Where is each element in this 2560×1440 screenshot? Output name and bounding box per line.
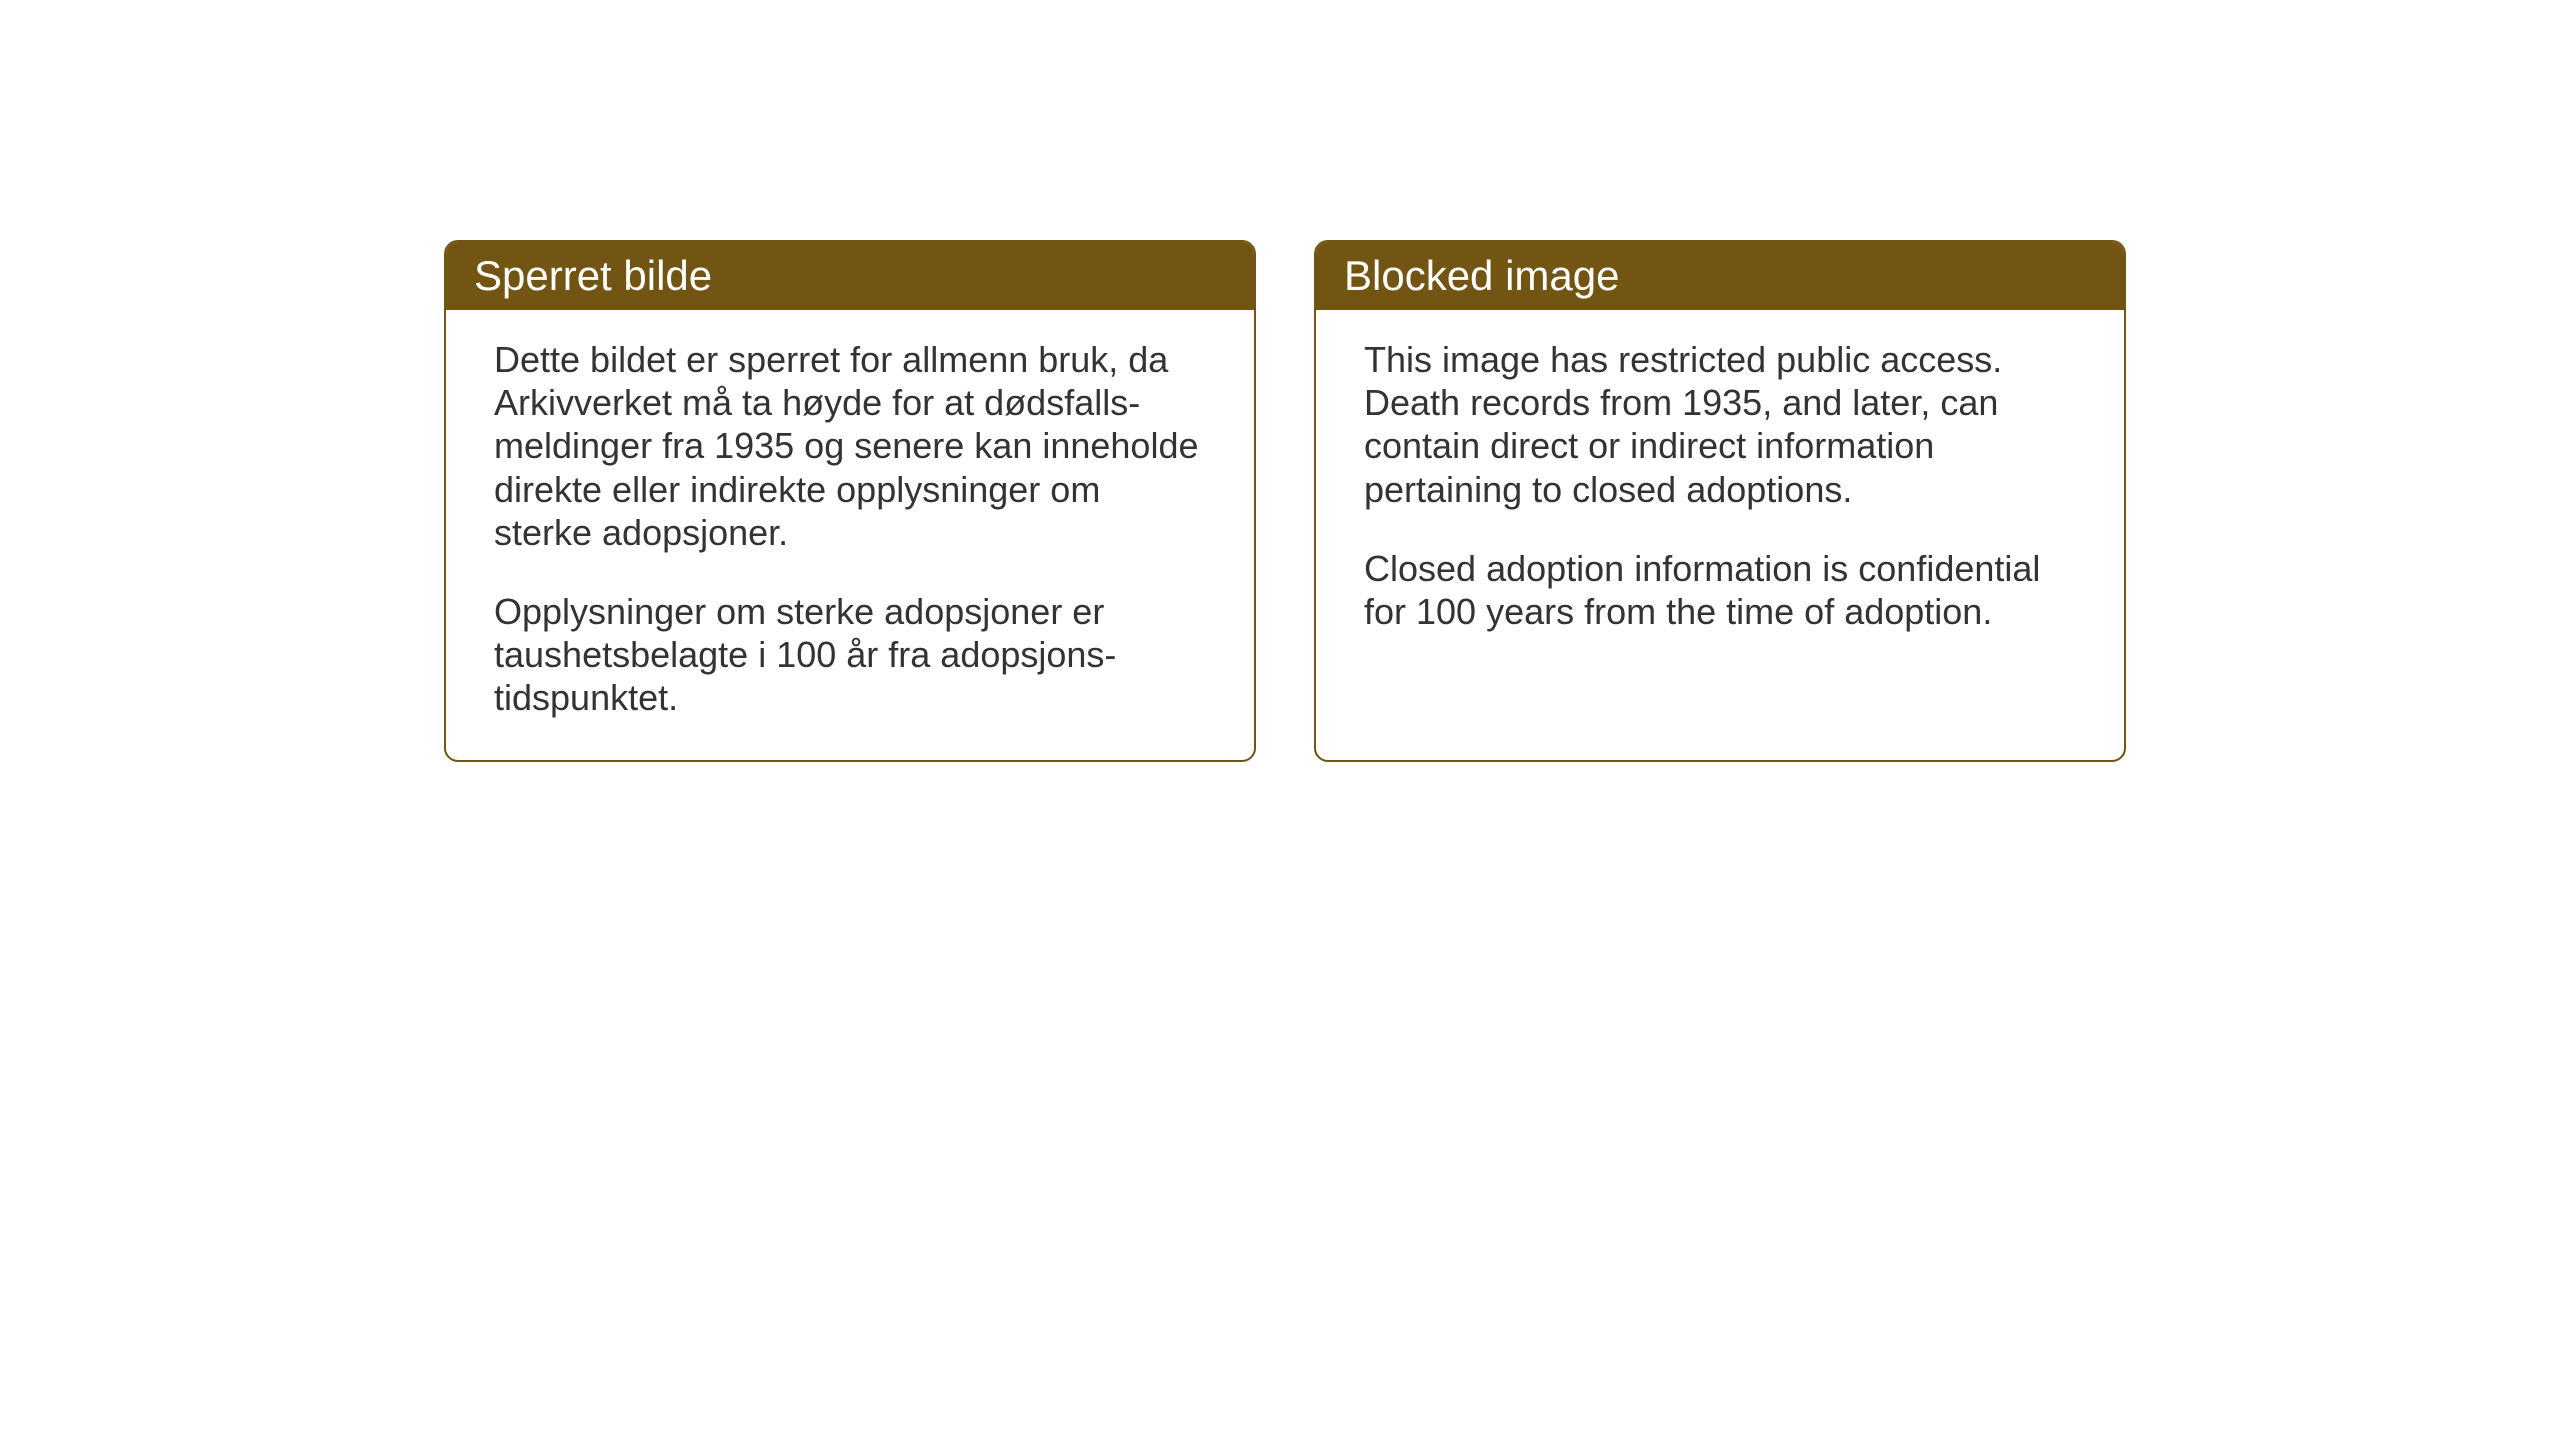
card-header-norwegian: Sperret bilde <box>446 242 1254 310</box>
card-body-norwegian: Dette bildet er sperret for allmenn bruk… <box>446 310 1254 760</box>
notice-card-english: Blocked image This image has restricted … <box>1314 240 2126 762</box>
card-paragraph: Closed adoption information is confident… <box>1364 547 2076 633</box>
card-paragraph: This image has restricted public access.… <box>1364 338 2076 511</box>
notice-card-norwegian: Sperret bilde Dette bildet er sperret fo… <box>444 240 1256 762</box>
card-body-english: This image has restricted public access.… <box>1316 310 2124 760</box>
card-paragraph: Opplysninger om sterke adopsjoner er tau… <box>494 590 1206 720</box>
notice-cards-container: Sperret bilde Dette bildet er sperret fo… <box>444 240 2126 762</box>
card-title: Blocked image <box>1344 252 1619 299</box>
card-title: Sperret bilde <box>474 252 712 299</box>
card-paragraph: Dette bildet er sperret for allmenn bruk… <box>494 338 1206 554</box>
card-header-english: Blocked image <box>1316 242 2124 310</box>
